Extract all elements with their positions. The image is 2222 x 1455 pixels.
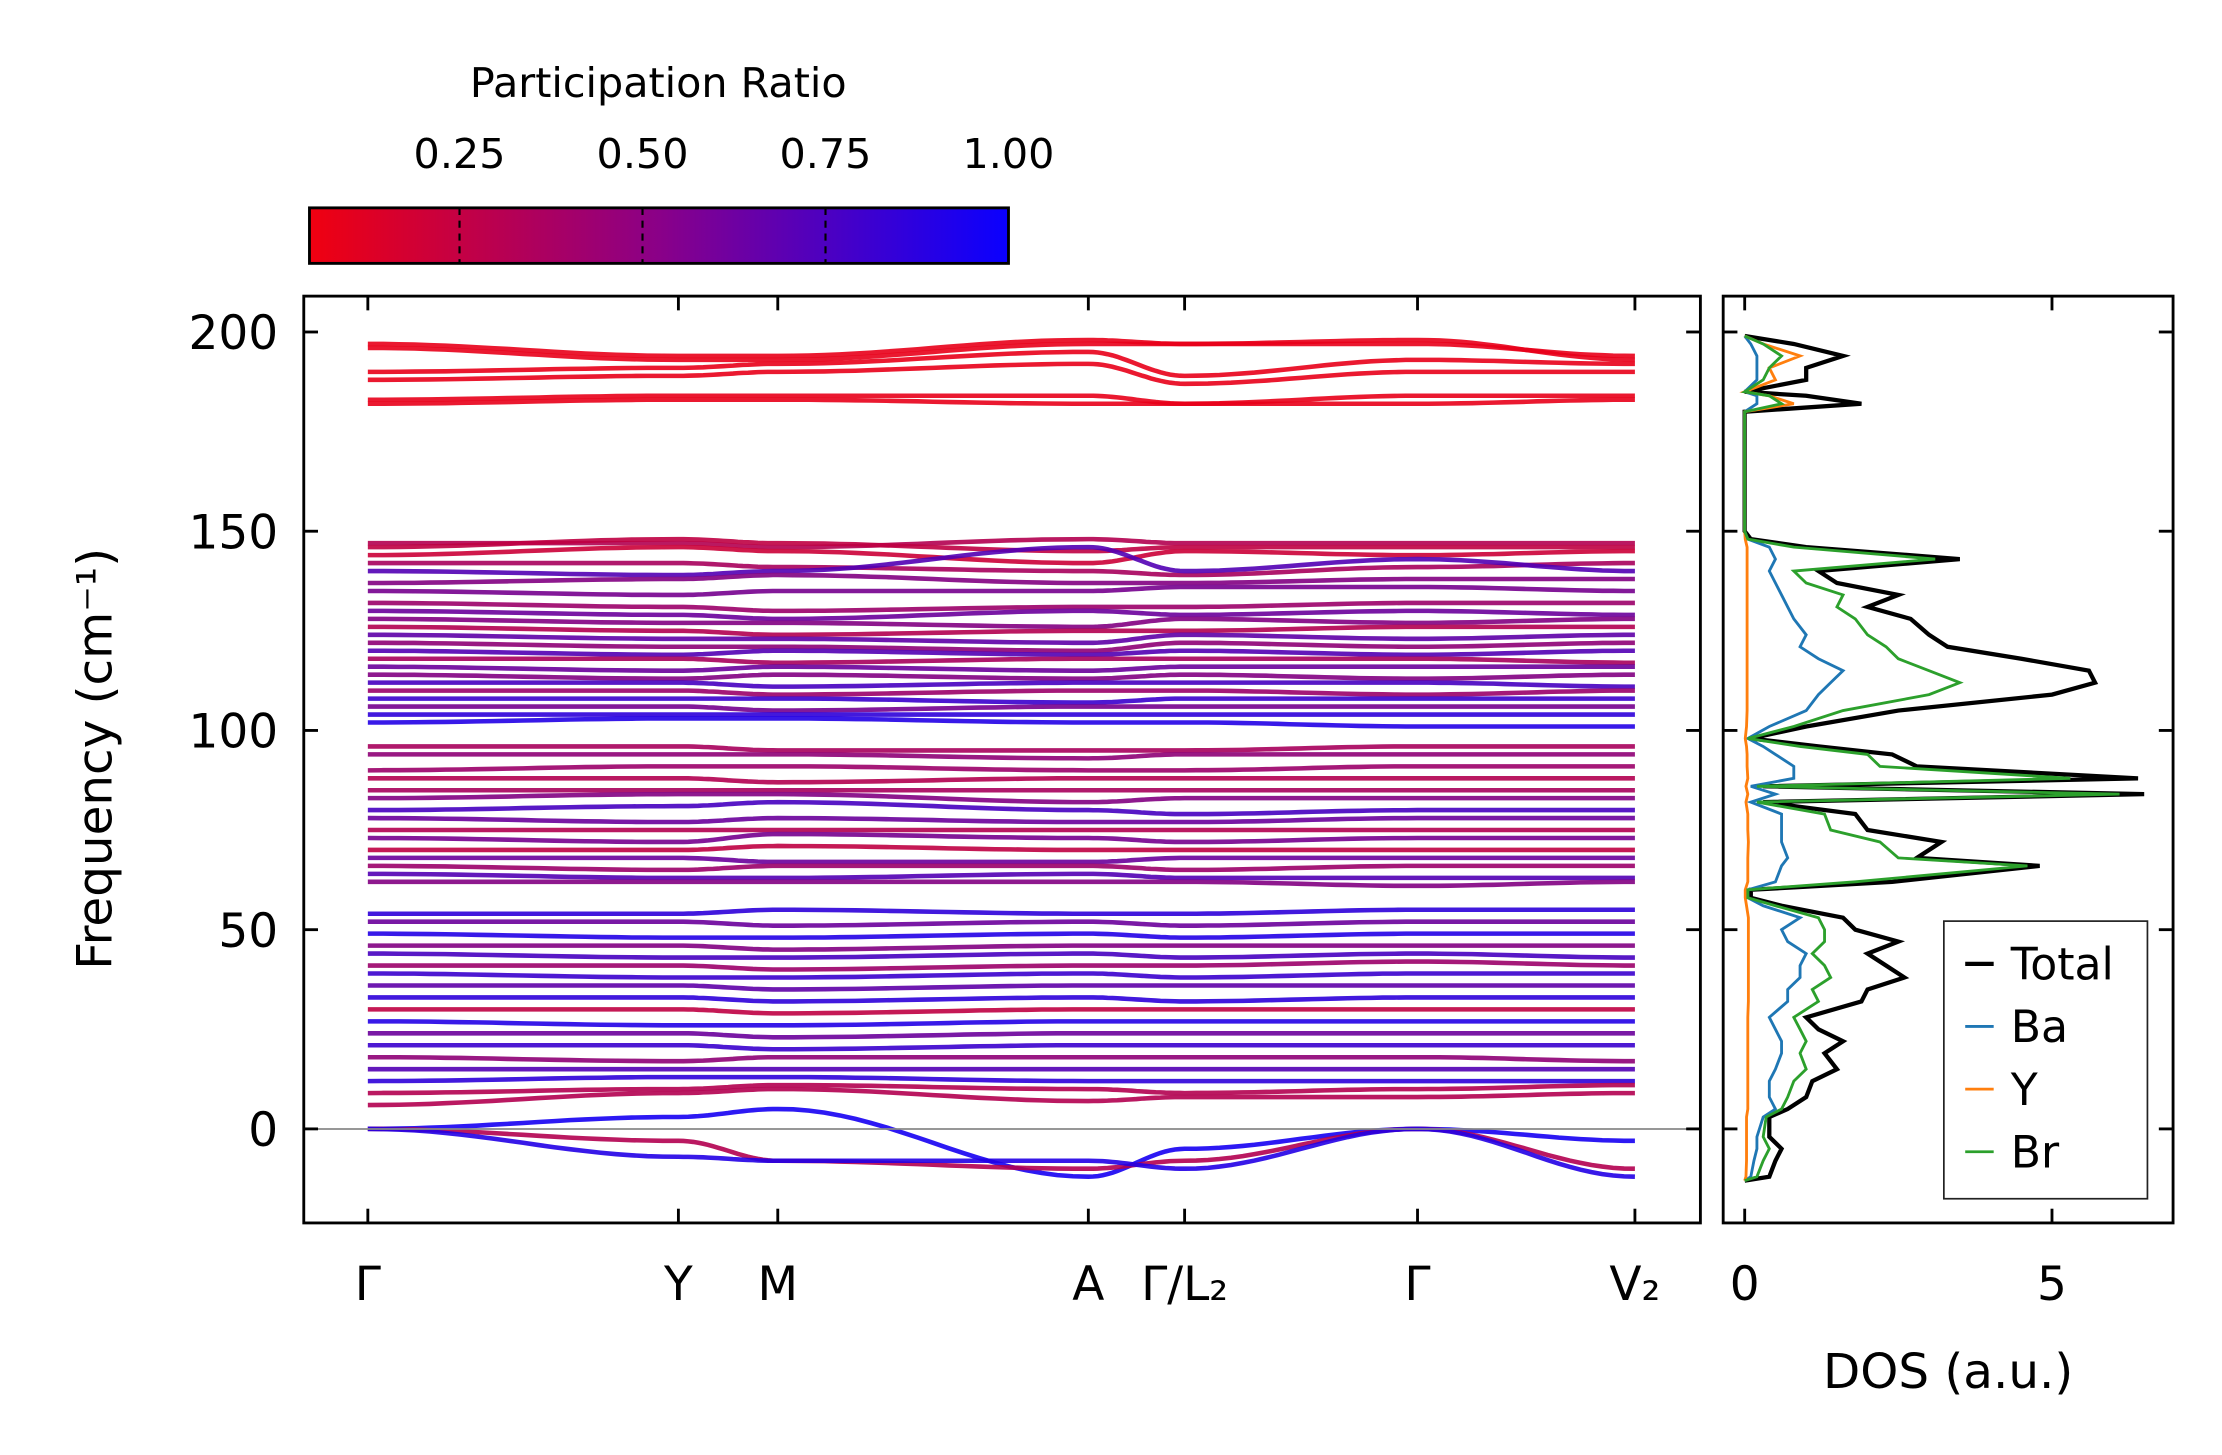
legend-label: Br [2011,1127,2060,1178]
dos-lines [1739,333,2145,1183]
phonon-band [367,688,1635,697]
phonon-band [367,951,1635,960]
k-point-label: A [1072,1257,1104,1312]
y-ticks: 0 50 100 150 200 [188,306,1701,1158]
colorbar-tick-label: 0.25 [414,130,506,178]
dos-line-ba [1742,335,1846,1182]
phonon-band [367,1086,1635,1108]
colorbar-tick-label: 0.75 [780,130,872,178]
phonon-band [367,1031,1635,1040]
phonon-band [367,664,1635,673]
phonon-band [367,656,1635,666]
phonon-band [367,560,1635,578]
colorbar-tick-label: 0.50 [597,130,689,178]
phonon-band [367,536,1635,550]
legend: Total Ba Y Br [1942,920,2149,1200]
phonon-band [367,907,1635,916]
phonon-band [367,919,1635,928]
colorbar-title: Participation Ratio [470,59,847,107]
phonon-band [367,704,1635,713]
phonon-band [367,1082,1635,1096]
legend-label: Total [2010,939,2114,990]
phonon-band [367,536,1635,554]
phonon-band [367,337,1635,359]
phonon-band [367,983,1635,992]
phonon-band [367,640,1635,654]
phonon-band [367,799,1635,817]
dos-line-y [1739,334,1805,1182]
legend-label: Y [2010,1065,2039,1116]
phonon-band [367,855,1635,865]
dos-axes-frame [1721,294,2175,1225]
phonon-band [367,1042,1635,1052]
phonon-band [367,776,1635,785]
phonon-band [367,616,1635,630]
phonon-band [367,1007,1635,1016]
colorbar [308,206,1010,265]
phonon-band [367,871,1635,881]
k-point-label: M [758,1257,799,1312]
colorbar-tick-label: 1.00 [963,130,1055,178]
phonon-band [367,632,1635,646]
phonon-band [367,544,1635,578]
phonon-band [367,648,1635,658]
phonon-band [367,1074,1635,1084]
y-tick-label: 0 [248,1103,278,1158]
phonon-band [367,971,1635,980]
k-point-label: Γ [355,1257,381,1312]
phonon-band [367,943,1635,952]
k-point-label: V₂ [1609,1257,1660,1312]
phonon-band [367,672,1635,681]
phonon-band [367,815,1635,825]
phonon-band [367,752,1635,761]
phonon-band [367,716,1635,729]
phonon-band [367,931,1635,940]
phonon-band [367,696,1635,705]
phonon-band [367,349,1635,379]
phonon-band [367,361,1635,387]
phonon-band [367,624,1635,638]
y-tick-label: 200 [188,306,278,361]
k-point-label: Γ/L₂ [1141,1257,1228,1312]
phonon-band [367,863,1635,873]
dos-x-axis-label: DOS (a.u.) [1823,1344,2073,1400]
phonon-band [367,879,1635,889]
dos-x-tick-label: 5 [2037,1257,2067,1312]
phonon-band [367,995,1635,1004]
phonon-band [367,1019,1635,1028]
phonon-band [367,791,1635,805]
phonon-band [367,831,1635,845]
phonon-band [367,572,1635,586]
colorbar-ticks: 0.25 0.50 0.75 1.00 [414,130,1055,264]
y-tick-label: 50 [218,904,278,959]
y-axis-label: Frequency (cm⁻¹) [68,548,124,970]
dos-x-tick-label: 0 [1730,1257,1760,1312]
phonon-band [367,1054,1635,1064]
phonon-band [367,843,1635,853]
phonon-band [367,608,1635,622]
band-axes-frame [302,294,1702,1225]
phonon-band [367,600,1635,614]
phonon-band [367,393,1635,407]
y-tick-label: 100 [188,705,278,760]
dos-line-total [1742,333,2145,1183]
k-point-label: Y [663,1257,693,1312]
phonon-band [367,959,1635,972]
phonon-band [367,584,1635,598]
k-point-ticks: Γ Y M A Γ/L₂ Γ V₂ [355,296,1660,1312]
k-point-label: Γ [1404,1257,1430,1312]
legend-label: Ba [2011,1002,2068,1053]
phonon-band [367,337,1635,363]
phonon-band [367,544,1635,566]
phonon-band [367,764,1635,773]
y-tick-label: 150 [188,505,278,560]
band-lines [367,337,1635,1179]
phonon-band [367,397,1635,407]
phonon-band [367,744,1635,753]
phonon-band [367,680,1635,689]
dos-line-br [1740,334,2120,1183]
